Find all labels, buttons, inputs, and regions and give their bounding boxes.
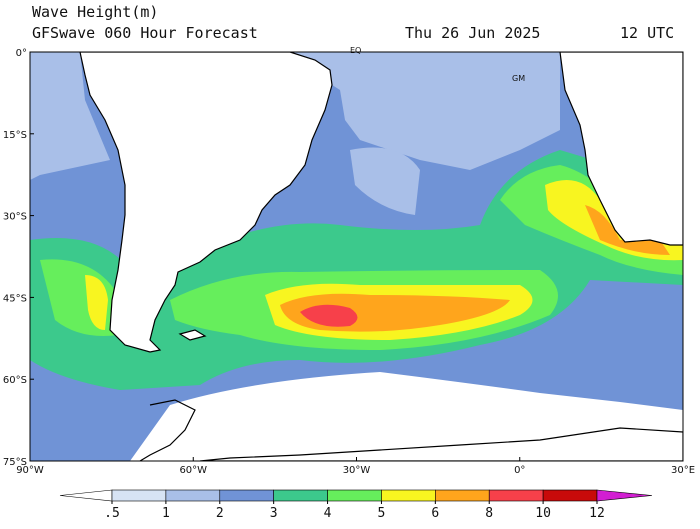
- colorbar-segment: [488, 489, 544, 502]
- colorbar-label: 10: [535, 506, 551, 521]
- lat-label: 0°: [16, 48, 27, 59]
- colorbar-label: 6: [431, 506, 439, 521]
- lat-label: 15°S: [3, 130, 27, 141]
- colorbar-label: 1: [162, 506, 170, 521]
- colorbar-segment: [381, 489, 436, 502]
- colorbar-segment: [542, 489, 598, 502]
- lat-label: 60°S: [3, 375, 27, 386]
- subtitle: GFSwave 060 Hour Forecast: [32, 24, 258, 42]
- title: Wave Height(m): [32, 3, 158, 21]
- colorbar-label: 5: [378, 506, 386, 521]
- land: [79, 52, 683, 461]
- colorbar-label: 8: [485, 506, 493, 521]
- colorbar-segment: [111, 489, 167, 502]
- lat-label: 30°S: [3, 212, 27, 223]
- colorbar-arrow: [59, 489, 113, 502]
- colorbar-segment: [219, 489, 274, 502]
- place-label: EQ: [350, 46, 361, 55]
- lon-label: 30°E: [671, 465, 695, 476]
- lat-label: 45°S: [3, 293, 27, 304]
- date: Thu 26 Jun 2025: [405, 24, 540, 42]
- colorbar-segment: [435, 489, 490, 502]
- colorbar-label: 4: [324, 506, 332, 521]
- colorbar-segment: [273, 489, 328, 502]
- place-label: GM: [512, 74, 525, 83]
- time: 12 UTC: [620, 24, 674, 42]
- colorbar-segment: [165, 489, 221, 502]
- wave-field: [30, 52, 683, 461]
- colorbar-label: .5: [104, 506, 120, 521]
- lon-label: 90°W: [16, 465, 44, 476]
- lon-label: 60°W: [179, 465, 207, 476]
- colorbar-label: 3: [270, 506, 278, 521]
- colorbar-arrow: [596, 489, 653, 502]
- lon-label: 30°W: [343, 465, 371, 476]
- colorbar-segment: [327, 489, 382, 502]
- lat-label: 75°S: [3, 457, 27, 468]
- colorbar-label: 12: [589, 506, 605, 521]
- colorbar-label: 2: [216, 506, 224, 521]
- lon-label: 0°: [514, 465, 525, 476]
